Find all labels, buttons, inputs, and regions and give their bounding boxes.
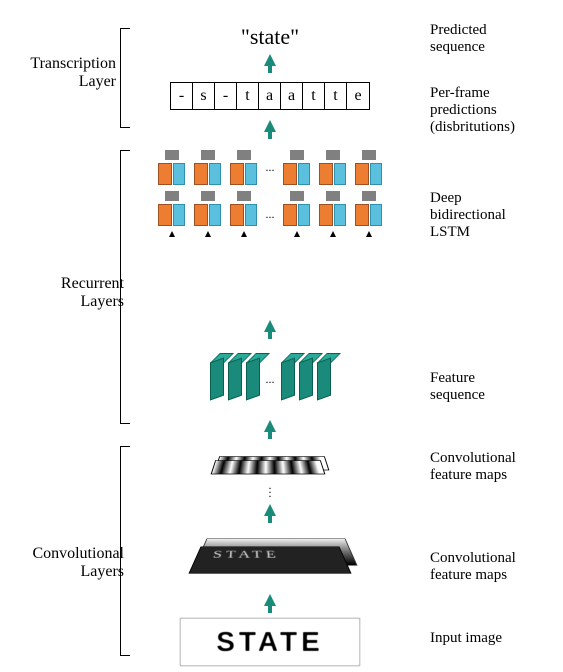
label-transcription: Transcription Layer (6, 55, 116, 91)
desc-lstm: Deep bidirectional LSTM (430, 190, 506, 241)
feature-bar-group (210, 356, 260, 402)
perframe-cell: - (171, 83, 193, 109)
feature-sequence: ... (130, 356, 410, 402)
lstm-unit (190, 191, 226, 237)
lstm-unit (279, 150, 315, 185)
perframe-cell: a (281, 83, 303, 109)
convmap-text: STATE (212, 549, 281, 561)
desc-input: Input image (430, 630, 502, 647)
arrow-2 (264, 120, 276, 139)
lstm-unit (154, 191, 190, 237)
diagram-root: Transcription Layer Recurrent Layers Con… (0, 0, 563, 672)
desc-predicted: Predicted sequence (430, 22, 487, 56)
perframe-cell: e (347, 83, 369, 109)
bracket-convolutional (120, 446, 130, 656)
lstm-unit (279, 191, 315, 237)
label-recurrent: Recurrent Layers (30, 275, 124, 311)
bracket-transcription (120, 28, 130, 128)
lstm-unit (315, 150, 351, 185)
lstm-unit (190, 150, 226, 185)
arrow-6 (264, 594, 276, 613)
lstm-ellipsis: ... (262, 160, 279, 175)
arrow-3 (264, 320, 276, 339)
predicted-output: "state" (130, 24, 410, 50)
desc-featseq: Feature sequence (430, 370, 485, 404)
lstm-ellipsis: ... (262, 207, 279, 222)
conv-featuremap-bottom: STATE (130, 530, 410, 588)
bracket-recurrent (120, 150, 130, 424)
feat-ellipsis: ... (266, 372, 275, 387)
arrow-5 (264, 504, 276, 523)
desc-perframe: Per-frame predictions (disbritutions) (430, 85, 515, 136)
lstm-unit (315, 191, 351, 237)
feature-bar-group (281, 356, 331, 402)
perframe-row: -s-taatte (130, 82, 410, 110)
conv-featuremap-top (130, 448, 410, 476)
center-flow: "state" (130, 24, 410, 50)
arrow-4 (264, 420, 276, 439)
vertical-dots: ··· (130, 486, 410, 498)
perframe-cell: - (215, 83, 237, 109)
input-image: STATE (130, 618, 410, 666)
label-convolutional: Convolutional Layers (10, 545, 124, 581)
desc-convmap2: Convolutional feature maps (430, 550, 516, 584)
lstm-unit (226, 150, 262, 185)
lstm-unit (226, 191, 262, 237)
perframe-cell: s (193, 83, 215, 109)
lstm-block: ... ... (130, 150, 410, 237)
perframe-cell: a (259, 83, 281, 109)
lstm-unit (351, 150, 387, 185)
perframe-cell: t (325, 83, 347, 109)
lstm-unit (351, 191, 387, 237)
arrow-1 (264, 54, 276, 73)
desc-convmap1: Convolutional feature maps (430, 450, 516, 484)
lstm-unit (154, 150, 190, 185)
perframe-cell: t (303, 83, 325, 109)
perframe-cell: t (237, 83, 259, 109)
